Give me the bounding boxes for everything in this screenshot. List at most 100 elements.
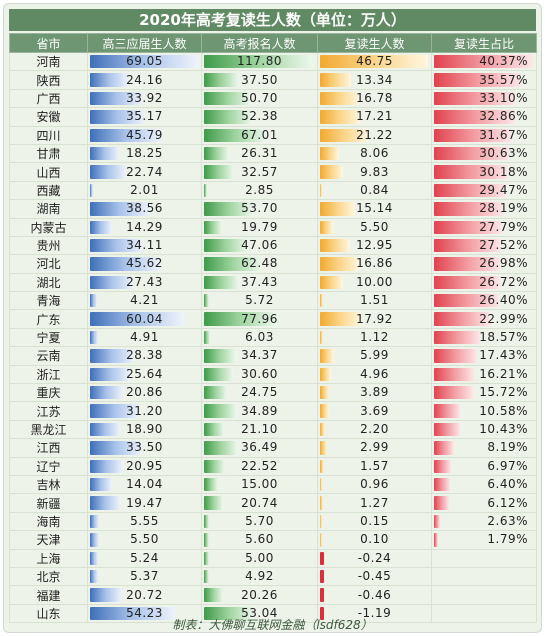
data-bar bbox=[320, 477, 323, 492]
cell-value: 5.37 bbox=[130, 569, 159, 584]
table-row: 湖南 38.56 53.70 15.14 28.19% bbox=[9, 199, 537, 219]
data-bar bbox=[320, 257, 359, 271]
value-cell: 46.75 bbox=[317, 51, 432, 72]
table-row: 山东 54.23 53.04 -1.19 bbox=[9, 603, 537, 624]
data-bar bbox=[90, 165, 126, 179]
data-bar bbox=[434, 514, 441, 529]
table-row: 重庆 20.86 24.75 3.89 15.72% bbox=[9, 383, 537, 403]
table-row: 安徽 35.17 52.38 17.21 32.86% bbox=[9, 107, 537, 127]
value-cell: 22.52 bbox=[201, 456, 318, 476]
value-cell: 47.06 bbox=[201, 235, 318, 256]
value-cell: 33.50 bbox=[87, 438, 202, 458]
data-bar bbox=[204, 588, 223, 602]
value-cell: -1.19 bbox=[317, 603, 432, 624]
table-body: 河南 69.05 117.80 46.75 40.37% 陕西 24.16 37.50 13.3… bbox=[9, 51, 537, 624]
value-cell: -0.46 bbox=[317, 585, 432, 605]
value-cell: 20.74 bbox=[201, 493, 318, 513]
cell-value: 20.86 bbox=[126, 385, 163, 400]
table-row: 广西 33.92 50.70 16.78 33.10% bbox=[9, 88, 537, 109]
cell-value: 53.04 bbox=[241, 605, 278, 620]
value-cell: 45.62 bbox=[87, 254, 202, 274]
value-cell: 30.60 bbox=[201, 364, 318, 385]
value-cell: 6.40% bbox=[431, 474, 537, 495]
data-bar bbox=[90, 275, 133, 290]
data-bar bbox=[434, 73, 522, 87]
value-cell: 5.72 bbox=[201, 291, 318, 311]
cell-value: -1.19 bbox=[357, 605, 392, 620]
value-cell: 35.57% bbox=[431, 70, 537, 90]
data-bar bbox=[204, 404, 237, 418]
cell-value: 15.14 bbox=[356, 201, 393, 216]
cell-value: 5.70 bbox=[245, 513, 274, 528]
province: 黑龙江 bbox=[9, 419, 88, 440]
cell-value: 45.79 bbox=[126, 127, 163, 142]
cell-value: 35.57% bbox=[479, 72, 528, 87]
cell-value: 22.52 bbox=[241, 458, 278, 473]
data-bar bbox=[204, 294, 210, 308]
cell-value: 26.31 bbox=[241, 146, 278, 161]
data-bar bbox=[90, 367, 131, 382]
cell-value: 54.23 bbox=[126, 605, 163, 620]
value-cell bbox=[431, 548, 537, 568]
cell-value: 30.63% bbox=[479, 146, 528, 161]
cell-value: 1.27 bbox=[360, 495, 389, 510]
value-cell: 22.99% bbox=[431, 309, 537, 329]
table-row: 江西 33.50 36.49 2.99 8.19% bbox=[9, 438, 537, 458]
cell-value: 20.74 bbox=[241, 495, 278, 510]
data-bar bbox=[90, 146, 119, 161]
value-cell: 14.29 bbox=[87, 217, 202, 237]
value-cell: 24.16 bbox=[87, 70, 202, 90]
data-bar bbox=[90, 569, 99, 584]
value-cell: 5.37 bbox=[87, 566, 202, 587]
value-cell: 12.95 bbox=[317, 235, 432, 256]
data-bar bbox=[434, 257, 501, 271]
cell-value: 3.69 bbox=[360, 403, 389, 418]
cell-value: -0.45 bbox=[357, 569, 392, 584]
value-cell: 26.31 bbox=[201, 143, 318, 164]
value-cell: 117.80 bbox=[201, 51, 318, 72]
cell-value: 10.43% bbox=[479, 422, 528, 436]
table-row: 广东 60.04 77.96 17.92 22.99% bbox=[9, 309, 537, 329]
value-cell: 19.47 bbox=[87, 493, 202, 513]
cell-value: 4.92 bbox=[245, 569, 274, 584]
value-cell: 69.05 bbox=[87, 51, 202, 72]
cell-value: 6.03 bbox=[245, 330, 274, 345]
value-cell: 15.00 bbox=[201, 474, 318, 495]
province: 宁夏 bbox=[9, 327, 88, 348]
cell-value: 17.21 bbox=[356, 109, 393, 124]
cell-value: 14.29 bbox=[126, 219, 163, 234]
value-cell: 5.99 bbox=[317, 346, 432, 366]
value-cell: 5.00 bbox=[201, 548, 318, 568]
cell-value: 0.84 bbox=[360, 182, 389, 197]
data-bar bbox=[320, 349, 334, 363]
table-row: 四川 45.79 67.01 21.22 31.67% bbox=[9, 125, 537, 145]
value-cell: 6.03 bbox=[201, 327, 318, 348]
value-cell: 21.22 bbox=[317, 125, 432, 145]
data-bar bbox=[204, 533, 210, 547]
province: 山东 bbox=[9, 603, 88, 624]
data-bar bbox=[90, 551, 99, 565]
cell-value: 5.55 bbox=[130, 513, 159, 528]
cell-value: 27.43 bbox=[126, 274, 163, 289]
data-bar bbox=[204, 367, 233, 382]
value-cell: 2.63% bbox=[431, 511, 537, 532]
data-bar bbox=[90, 477, 112, 492]
value-cell: 16.21% bbox=[431, 364, 537, 385]
value-cell: 27.79% bbox=[431, 217, 537, 237]
value-cell: 34.11 bbox=[87, 235, 202, 256]
value-cell: 4.92 bbox=[201, 566, 318, 587]
cell-value: 37.43 bbox=[241, 274, 278, 289]
data-bar bbox=[320, 514, 322, 529]
cell-value: 4.21 bbox=[130, 293, 159, 308]
value-cell: 27.52% bbox=[431, 235, 537, 256]
value-cell: 33.92 bbox=[87, 88, 202, 109]
cell-value: 34.89 bbox=[241, 403, 278, 418]
cell-value: 30.18% bbox=[479, 164, 528, 179]
province: 四川 bbox=[9, 125, 88, 145]
data-bar bbox=[320, 441, 327, 455]
data-bar bbox=[320, 275, 344, 290]
cell-value: 30.60 bbox=[241, 366, 278, 381]
value-cell: 4.91 bbox=[87, 327, 202, 348]
province: 吉林 bbox=[9, 474, 88, 495]
cell-value: 10.00 bbox=[356, 274, 393, 289]
